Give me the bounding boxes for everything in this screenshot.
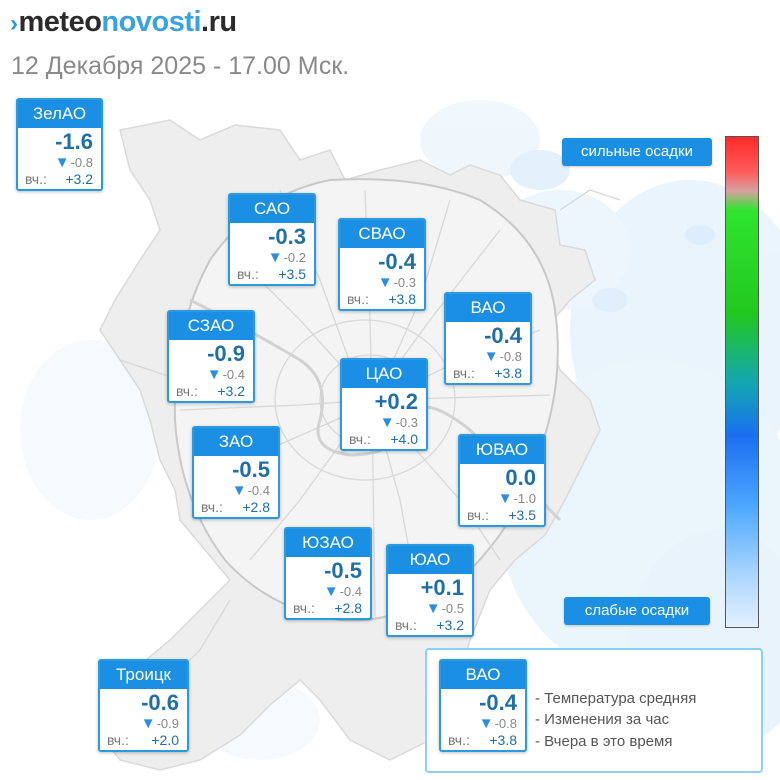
site-logo[interactable]: ›meteonovosti.ru: [10, 6, 237, 38]
district-name: СВАО: [340, 220, 424, 248]
district-card-svao[interactable]: СВАО -0.4 ▼-0.3 вч.: +3.8: [338, 218, 426, 311]
legend-line-yesterday: - Вчера в это время: [535, 733, 673, 750]
yesterday-temperature: +3.2: [65, 171, 93, 187]
down-triangle-icon: ▼: [206, 366, 222, 383]
down-triangle-icon: ▼: [425, 600, 441, 617]
avg-temperature: -0.5: [232, 457, 270, 482]
legend-line-avg-temp: - Температура средняя: [535, 690, 697, 707]
hourly-change: ▼-0.3: [379, 414, 418, 431]
district-name: ЮЗАО: [286, 529, 370, 557]
avg-temperature: -0.6: [141, 690, 179, 715]
yesterday-row: вч.: +4.0: [349, 431, 418, 447]
hourly-change: ▼-0.8: [54, 154, 93, 171]
hourly-change: ▼-0.3: [377, 274, 416, 291]
district-card-szao[interactable]: СЗАО -0.9 ▼-0.4 вч.: +3.2: [167, 310, 255, 403]
district-card-yuvao[interactable]: ЮВАО 0.0 ▼-1.0 вч.: +3.5: [458, 434, 546, 527]
legend-example-card: ВАО -0.4 ▼-0.8 вч.: +3.8: [439, 659, 527, 752]
down-triangle-icon: ▼: [478, 715, 494, 732]
yesterday-row: вч.: +2.8: [201, 499, 270, 515]
down-triangle-icon: ▼: [54, 154, 70, 171]
avg-temperature: -0.4: [479, 690, 517, 715]
legend-line-hourly-change: - Изменения за час: [535, 711, 670, 728]
yesterday-temperature: +3.8: [494, 365, 522, 381]
yesterday-row: вч.: +3.8: [448, 732, 517, 748]
hourly-change: ▼-0.5: [425, 600, 464, 617]
yesterday-row: вч.: +3.8: [453, 365, 522, 381]
district-card-cao[interactable]: ЦАО +0.2 ▼-0.3 вч.: +4.0: [340, 358, 428, 451]
down-triangle-icon: ▼: [231, 482, 247, 499]
report-datetime: 12 Декабря 2025 - 17.00 Мск.: [11, 52, 350, 80]
hourly-change: ▼-0.4: [231, 482, 270, 499]
yesterday-temperature: +3.5: [508, 507, 536, 523]
hourly-change: ▼-0.4: [323, 583, 362, 600]
yesterday-row: вч.: +3.5: [467, 507, 536, 523]
yesterday-temperature: +2.8: [334, 600, 362, 616]
avg-temperature: +0.1: [420, 575, 464, 600]
yesterday-temperature: +3.2: [436, 617, 464, 633]
avg-temperature: -0.4: [484, 323, 522, 348]
hourly-change: ▼-0.8: [478, 715, 517, 732]
yesterday-row: вч.: +3.2: [25, 171, 93, 187]
district-card-zelao[interactable]: ЗелАО -1.6 ▼-0.8 вч.: +3.2: [16, 98, 103, 191]
district-name: ВАО: [446, 294, 530, 322]
yesterday-temperature: +2.0: [151, 732, 179, 748]
down-triangle-icon: ▼: [497, 490, 513, 507]
yesterday-temperature: +2.8: [242, 499, 270, 515]
strong-precip-label: сильные осадки: [562, 138, 712, 166]
hourly-change: ▼-1.0: [497, 490, 536, 507]
down-triangle-icon: ▼: [140, 715, 156, 732]
district-card-yuzao[interactable]: ЮЗАО -0.5 ▼-0.4 вч.: +2.8: [284, 527, 372, 620]
district-name: ЮАО: [388, 546, 472, 574]
yesterday-row: вч.: +3.2: [395, 617, 464, 633]
yesterday-temperature: +3.8: [388, 291, 416, 307]
logo-arrow-icon: ›: [10, 10, 18, 37]
down-triangle-icon: ▼: [377, 274, 393, 291]
hourly-change: ▼-0.4: [206, 366, 245, 383]
down-triangle-icon: ▼: [267, 249, 283, 266]
down-triangle-icon: ▼: [323, 583, 339, 600]
avg-temperature: -0.4: [378, 249, 416, 274]
district-name: ЗелАО: [18, 100, 101, 128]
avg-temperature: -1.6: [55, 129, 93, 154]
avg-temperature: +0.2: [374, 389, 418, 414]
yesterday-row: вч.: +3.2: [176, 383, 245, 399]
weak-precip-label: слабые осадки: [564, 597, 710, 625]
avg-temperature: -0.9: [207, 341, 245, 366]
avg-temperature: -0.3: [268, 224, 306, 249]
district-name: САО: [230, 195, 314, 223]
district-name: ЗАО: [194, 428, 278, 456]
hourly-change: ▼-0.9: [140, 715, 179, 732]
down-triangle-icon: ▼: [379, 414, 395, 431]
precipitation-color-scale: [725, 136, 759, 628]
yesterday-row: вч.: +3.8: [347, 291, 416, 307]
district-name: ВАО: [441, 661, 525, 689]
yesterday-temperature: +4.0: [390, 431, 418, 447]
hourly-change: ▼-0.2: [267, 249, 306, 266]
district-name: ЦАО: [342, 360, 426, 388]
district-name: ЮВАО: [460, 436, 544, 464]
district-card-yuao[interactable]: ЮАО +0.1 ▼-0.5 вч.: +3.2: [386, 544, 474, 637]
district-card-troitsk[interactable]: Троицк -0.6 ▼-0.9 вч.: +2.0: [98, 659, 189, 752]
yesterday-row: вч.: +2.0: [107, 732, 179, 748]
district-name: Троицк: [100, 661, 187, 689]
down-triangle-icon: ▼: [483, 348, 499, 365]
avg-temperature: 0.0: [505, 465, 536, 490]
district-card-sao[interactable]: САО -0.3 ▼-0.2 вч.: +3.5: [228, 193, 316, 286]
yesterday-temperature: +3.5: [278, 266, 306, 282]
yesterday-row: вч.: +3.5: [237, 266, 306, 282]
yesterday-temperature: +3.8: [489, 732, 517, 748]
yesterday-temperature: +3.2: [217, 383, 245, 399]
yesterday-row: вч.: +2.8: [293, 600, 362, 616]
district-card-zao[interactable]: ЗАО -0.5 ▼-0.4 вч.: +2.8: [192, 426, 280, 519]
avg-temperature: -0.5: [324, 558, 362, 583]
hourly-change: ▼-0.8: [483, 348, 522, 365]
district-name: СЗАО: [169, 312, 253, 340]
district-card-vao[interactable]: ВАО -0.4 ▼-0.8 вч.: +3.8: [444, 292, 532, 385]
